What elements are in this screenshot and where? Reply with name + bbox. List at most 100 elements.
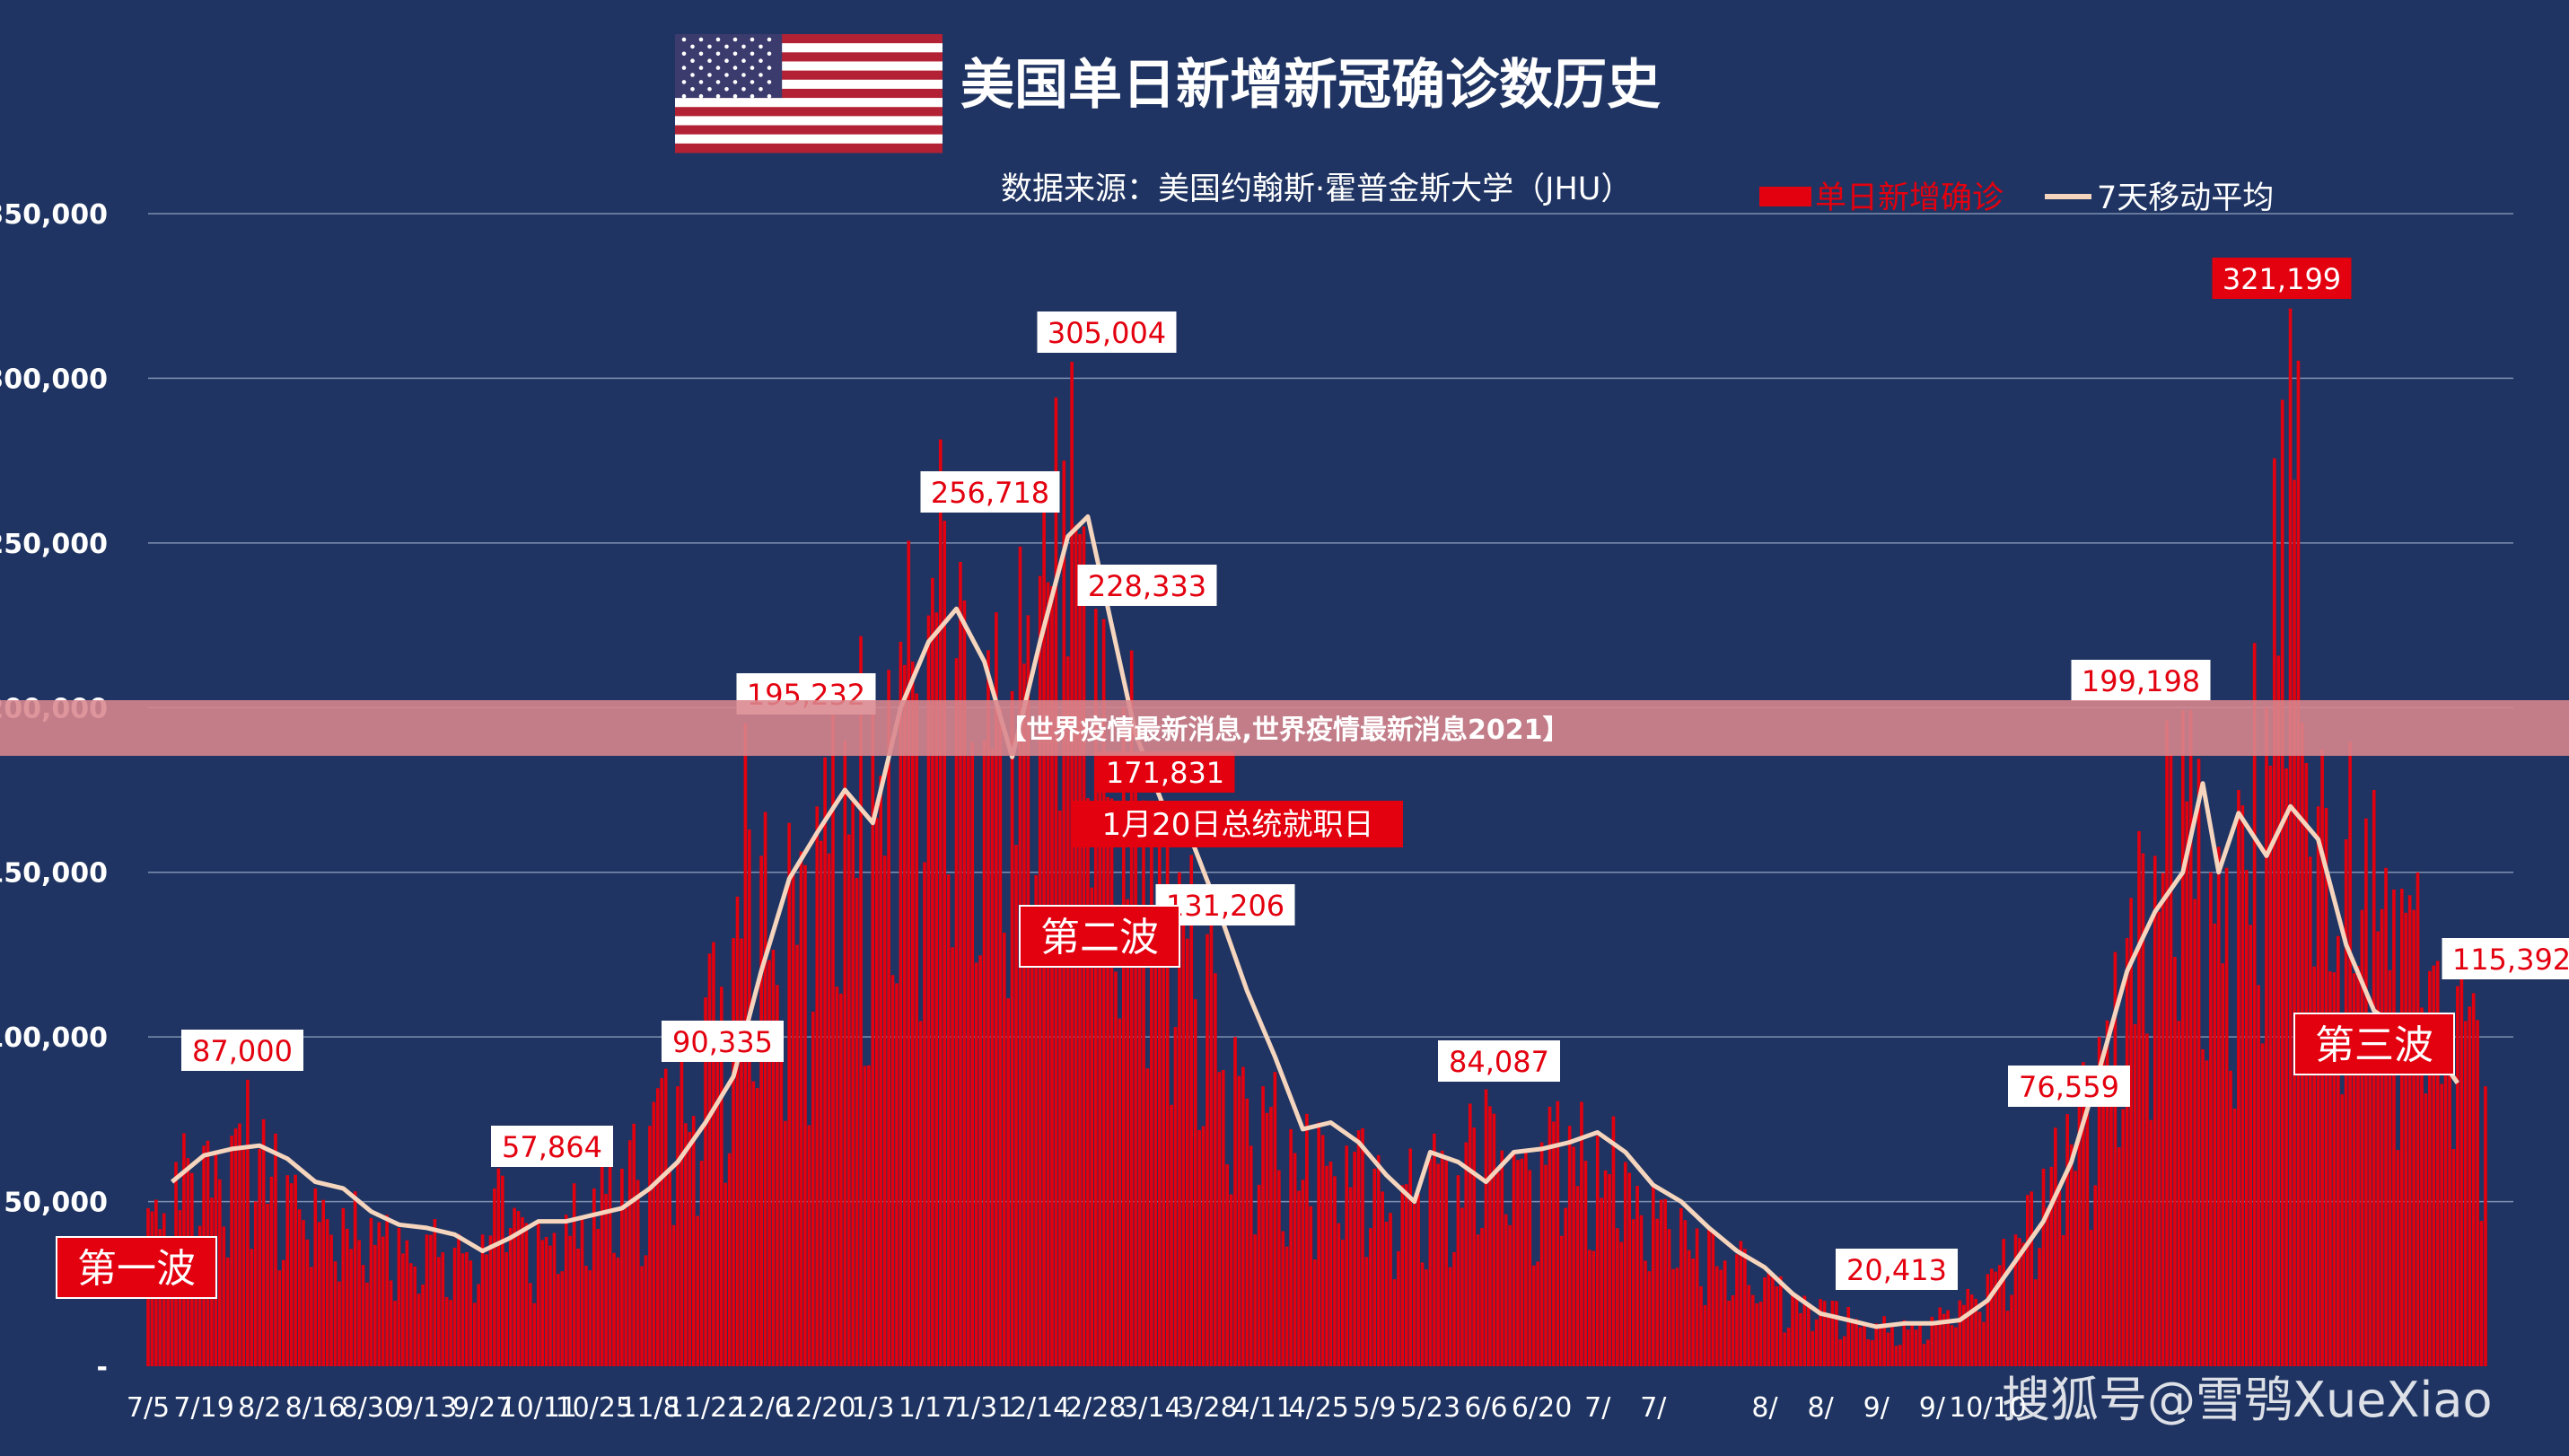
bar: [508, 1227, 513, 1366]
bar: [548, 1245, 552, 1366]
wave-label: 第三波: [2315, 1022, 2433, 1068]
bar: [1595, 1136, 1600, 1366]
bar: [1328, 1162, 1333, 1366]
bar: [1397, 1250, 1400, 1366]
bar: [1886, 1332, 1890, 1366]
bar: [787, 822, 792, 1366]
bar: [1340, 1240, 1345, 1366]
bar: [437, 1257, 441, 1366]
bar: [2328, 971, 2332, 1366]
x-tick-label: 9/: [1863, 1392, 1890, 1424]
bar: [767, 960, 771, 1366]
bar: [1440, 1150, 1444, 1366]
x-tick-label: 7/: [1640, 1392, 1667, 1424]
bar: [302, 1220, 305, 1366]
bar: [1010, 690, 1014, 1366]
bar: [2293, 479, 2296, 1366]
bar: [1448, 1267, 1452, 1366]
bar: [1142, 800, 1145, 1366]
bar: [560, 1271, 565, 1366]
bar: [874, 818, 879, 1366]
value-label: 115,392: [2452, 943, 2569, 977]
bar: [2041, 1168, 2046, 1366]
bar: [1591, 1250, 1596, 1366]
bar: [2069, 1144, 2074, 1366]
bar: [2476, 1020, 2479, 1366]
bar: [1575, 1186, 1580, 1366]
bar: [1986, 1274, 1990, 1366]
bar: [751, 1081, 756, 1366]
x-tick-label: 1/3: [851, 1392, 894, 1424]
bar: [2101, 1050, 2105, 1366]
bar: [2018, 1238, 2021, 1366]
x-tick-label: 11/8: [619, 1392, 680, 1424]
bar: [1739, 1241, 1743, 1366]
x-tick-label: 9/27: [452, 1392, 513, 1424]
bar: [1221, 1070, 1225, 1366]
x-tick-label: 4/11: [1232, 1392, 1293, 1424]
bar: [823, 757, 827, 1366]
bar: [1433, 1133, 1436, 1366]
bar: [715, 1057, 720, 1366]
bar: [1046, 582, 1050, 1366]
bar: [755, 1088, 759, 1366]
bar: [1969, 1294, 1974, 1366]
bar: [815, 806, 820, 1366]
bar: [995, 612, 998, 1366]
bar: [1894, 1346, 1898, 1366]
bar: [2125, 938, 2129, 1366]
watermark: 搜狐号@雪鸮XueXiao: [2002, 1372, 2493, 1428]
bar: [1145, 1068, 1150, 1366]
bar: [1763, 1276, 1767, 1366]
bar: [895, 983, 899, 1366]
bar: [2097, 1037, 2101, 1366]
bar: [266, 1204, 269, 1366]
bar: [1910, 1325, 1914, 1366]
bar: [2093, 1185, 2098, 1366]
bar: [1170, 1104, 1173, 1366]
bar: [2180, 710, 2185, 1366]
bar: [1783, 1332, 1787, 1366]
bar: [1512, 1152, 1516, 1366]
bar: [1034, 874, 1039, 1366]
x-tick-label: 3/14: [1121, 1392, 1181, 1424]
bar: [2459, 978, 2464, 1366]
x-tick-label: 10/11: [499, 1392, 576, 1424]
bar: [2435, 960, 2440, 1366]
bar: [1933, 1321, 1938, 1366]
x-tick-label: 2/14: [1010, 1392, 1070, 1424]
bar: [843, 740, 847, 1366]
bar: [1699, 1285, 1703, 1366]
bar: [1858, 1327, 1863, 1366]
bar: [2296, 360, 2301, 1366]
bar: [1376, 1154, 1381, 1366]
bar: [329, 1234, 333, 1366]
x-tick-label: 8/16: [285, 1392, 346, 1424]
bar: [2129, 898, 2133, 1366]
bar: [2316, 806, 2320, 1366]
bar: [680, 1046, 684, 1366]
bar: [652, 1101, 656, 1366]
bar: [719, 987, 723, 1366]
bar: [1345, 1145, 1349, 1366]
bar: [1101, 618, 1106, 1366]
bar: [890, 975, 895, 1366]
bar: [779, 1045, 784, 1366]
bar: [2324, 807, 2328, 1366]
bar: [1608, 1174, 1611, 1366]
bar: [2468, 1006, 2472, 1366]
bar: [1284, 1246, 1289, 1366]
bar: [2336, 935, 2340, 1366]
bar: [536, 1221, 540, 1366]
bar: [2372, 790, 2376, 1366]
bar: [2451, 1149, 2456, 1366]
bar: [1842, 1336, 1846, 1366]
bar: [899, 641, 903, 1366]
x-tick-label: 3/28: [1177, 1392, 1237, 1424]
bar: [2284, 768, 2288, 1366]
bar: [2356, 965, 2360, 1366]
x-tick-label: 11/22: [667, 1392, 744, 1424]
bar: [644, 1255, 648, 1366]
bar: [2399, 889, 2404, 1366]
bar: [2213, 923, 2217, 1366]
